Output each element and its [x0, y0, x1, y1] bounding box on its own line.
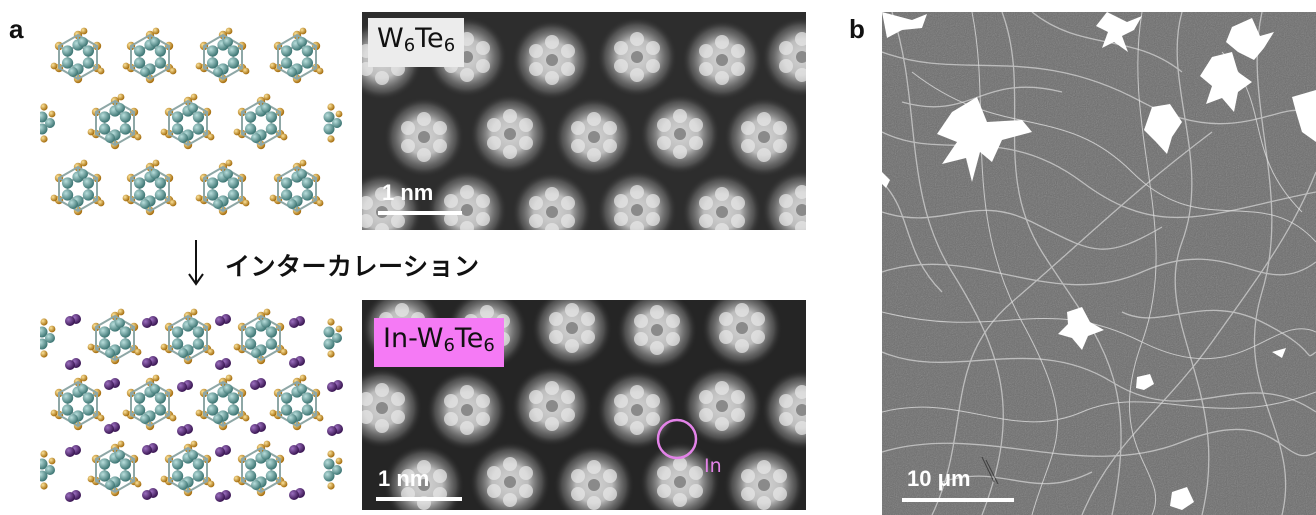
down-arrow-icon [188, 240, 204, 286]
intercalation-label: インターカレーション [225, 252, 480, 281]
sem-nanowire-image [882, 12, 1316, 515]
scale-label-bottom: 1 nm [378, 466, 430, 491]
scale-bar-bottom [376, 497, 462, 501]
panel-a-letter: a [9, 14, 24, 44]
in-w6te6-label: In-W6Te6 [374, 318, 504, 367]
in-w6te6-structure-illustration [40, 307, 343, 502]
scale-bar-top [378, 211, 462, 215]
scale-label-sem: 10 μm [907, 466, 971, 491]
w6te6-label: W6Te6 [368, 18, 465, 67]
indium-marker-label: In [704, 455, 722, 477]
indium-site-marker-icon [656, 418, 698, 460]
scale-label-top: 1 nm [382, 180, 434, 205]
w6te6-structure-illustration [40, 26, 343, 217]
scale-bar-sem [902, 498, 1014, 502]
panel-b-letter: b [849, 14, 865, 44]
